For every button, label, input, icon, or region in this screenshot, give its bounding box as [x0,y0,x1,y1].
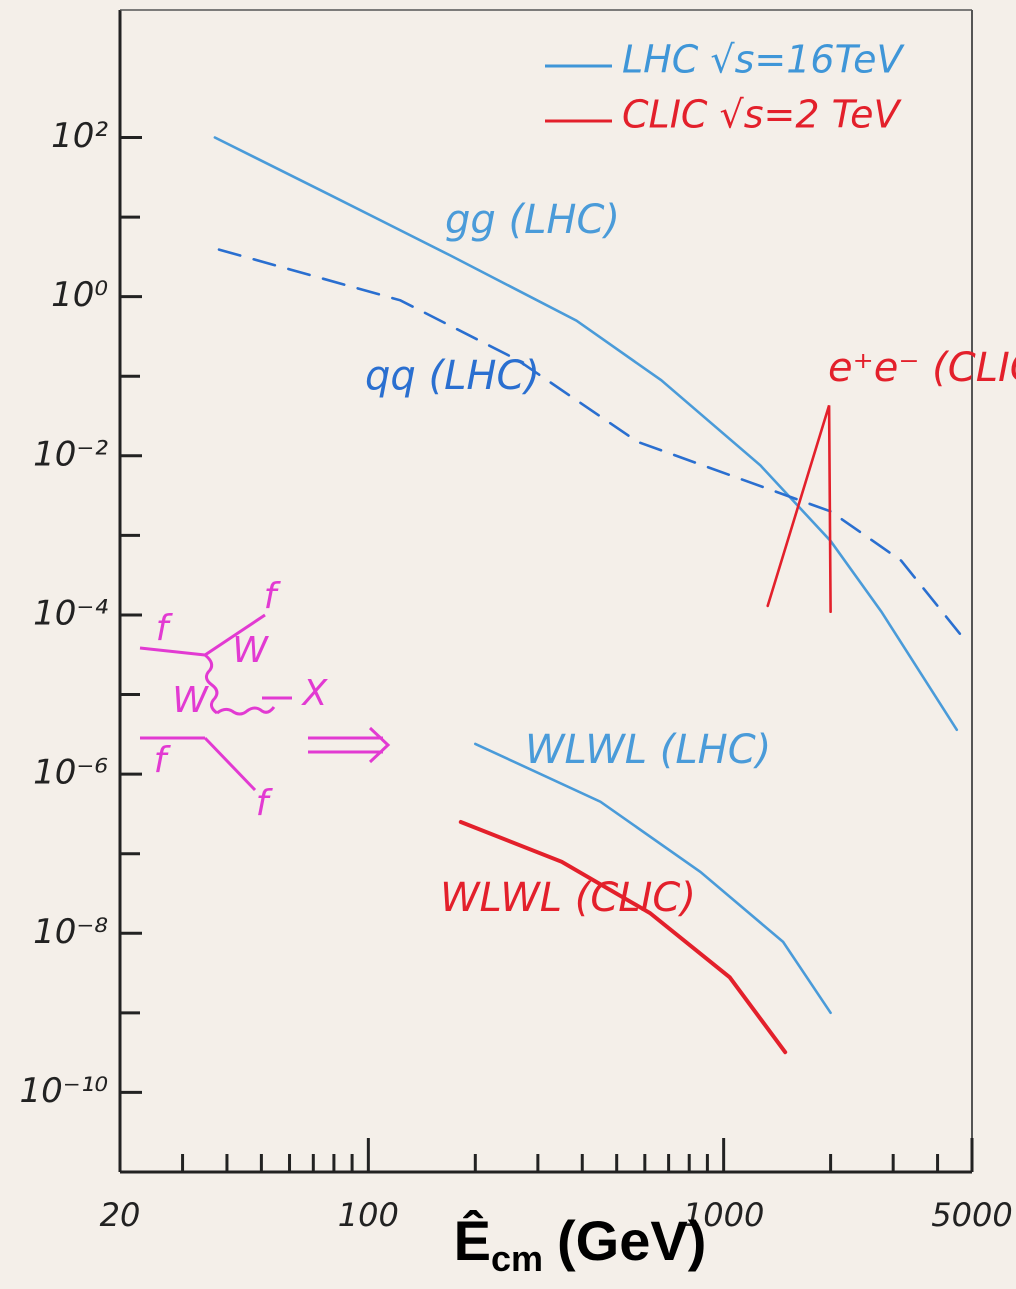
x-label-unit: (GeV) [557,1209,706,1272]
x-label-subscript: cm [491,1238,543,1279]
paper [0,0,1016,1289]
y-tick-label: 10² [51,116,108,156]
series-label: WLWL (CLIC) [440,875,696,921]
chart: 10²10⁰10⁻²10⁻⁴10⁻⁶10⁻⁸10⁻¹⁰2010010005000… [0,0,1016,1289]
y-tick-label: 10⁻⁶ [33,753,108,793]
y-tick-label: 10⁻¹⁰ [20,1071,109,1111]
diagram-label: W [172,680,209,721]
y-tick-label: 10⁻⁴ [33,593,108,633]
legend-label: CLIC √s=2 TeV [622,93,903,137]
series-label: gg (LHC) [445,197,620,243]
y-tick-label: 10⁰ [51,275,108,315]
series-label: e⁺e⁻ (CLIC) [828,345,1016,391]
diagram-label: W [232,630,269,671]
x-tick-label: 20 [100,1196,141,1234]
x-tick-label: 5000 [931,1196,1012,1234]
series-label: qq (LHC) [365,353,540,399]
x-tick-label: 100 [338,1196,399,1234]
series-label: WLWL (LHC) [525,727,771,773]
diagram-label: X [301,673,329,714]
y-tick-label: 10⁻² [33,434,108,474]
x-label-symbol: Ê [454,1209,491,1272]
legend-label: LHC √s=16TeV [622,38,905,82]
y-tick-label: 10⁻⁸ [33,912,108,952]
